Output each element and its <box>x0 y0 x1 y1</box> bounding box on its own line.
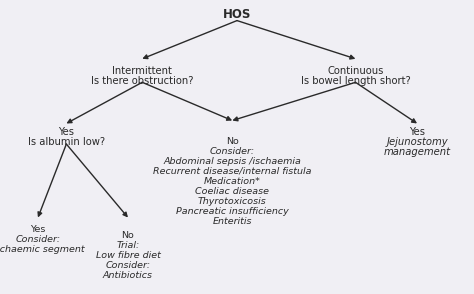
Text: Jejunostomy: Jejunostomy <box>386 137 448 147</box>
Text: Yes: Yes <box>58 127 74 137</box>
Text: No: No <box>226 137 238 146</box>
Text: Medication*: Medication* <box>204 177 261 186</box>
Text: Yes: Yes <box>409 127 425 137</box>
Text: Is albumin low?: Is albumin low? <box>28 137 105 147</box>
Text: Consider:: Consider: <box>15 235 61 244</box>
Text: Is bowel length short?: Is bowel length short? <box>301 76 410 86</box>
Text: management: management <box>383 147 451 157</box>
Text: Coeliac disease: Coeliac disease <box>195 187 269 196</box>
Text: Abdominal sepsis /ischaemia: Abdominal sepsis /ischaemia <box>164 157 301 166</box>
Text: Consider:: Consider: <box>210 147 255 156</box>
Text: Consider:: Consider: <box>105 261 151 270</box>
Text: HOS: HOS <box>223 8 251 21</box>
Text: Thyrotoxicosis: Thyrotoxicosis <box>198 197 267 206</box>
Text: Yes: Yes <box>30 225 46 234</box>
Text: Enteritis: Enteritis <box>212 217 252 225</box>
Text: Pancreatic insufficiency: Pancreatic insufficiency <box>176 207 289 216</box>
Text: Recurrent disease/internal fistula: Recurrent disease/internal fistula <box>153 167 311 176</box>
Text: Intermittent: Intermittent <box>112 66 172 76</box>
Text: Ischaemic segment: Ischaemic segment <box>0 245 84 254</box>
Text: Low fibre diet: Low fibre diet <box>96 251 160 260</box>
Text: Is there obstruction?: Is there obstruction? <box>91 76 193 86</box>
Text: Antibiotics: Antibiotics <box>103 271 153 280</box>
Text: Trial:: Trial: <box>116 241 140 250</box>
Text: Continuous: Continuous <box>328 66 383 76</box>
Text: No: No <box>122 231 134 240</box>
